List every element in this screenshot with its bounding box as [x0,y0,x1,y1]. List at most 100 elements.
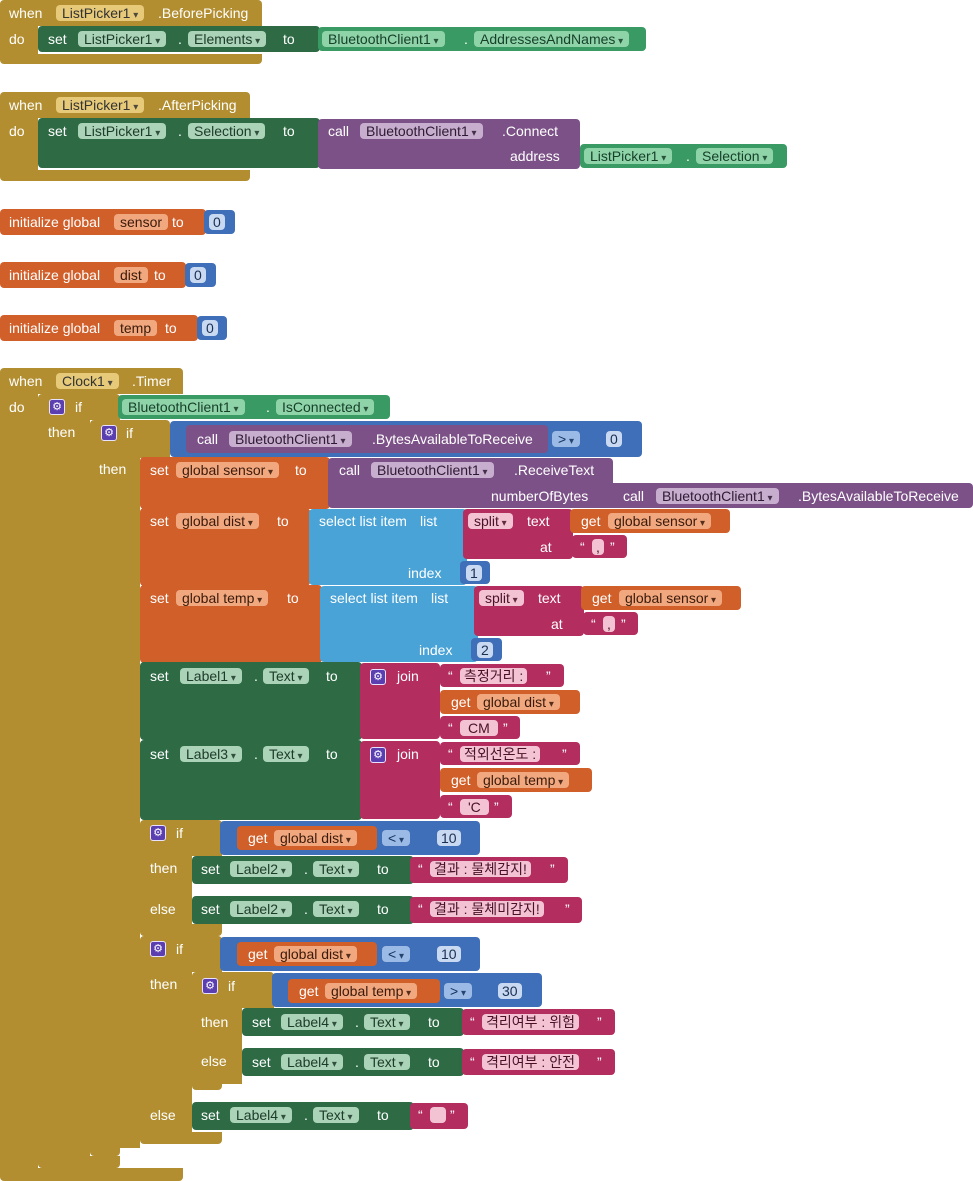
compare-operator-dropdown[interactable]: > [444,983,472,999]
set-property-block[interactable] [192,856,414,884]
gear-icon[interactable]: ⚙ [150,825,166,841]
set-property-block[interactable] [140,740,362,820]
set-property-dropdown[interactable]: Text [364,1014,410,1030]
to-keyword: to [172,214,184,230]
compare-operator-dropdown[interactable]: > [552,431,580,447]
set-property-block[interactable] [242,1048,464,1076]
set-component-dropdown[interactable]: ListPicker1 [78,123,167,139]
do-keyword: do [9,31,25,47]
if-keyword: if [75,399,82,415]
join-keyword: join [397,746,419,762]
method-name: .BytesAvailableToReceive [372,431,533,447]
split-operation-dropdown[interactable]: split [468,513,513,529]
number-value[interactable]: 30 [498,983,522,999]
global-name-field[interactable]: dist [114,267,148,283]
number-value[interactable]: 10 [437,830,461,846]
to-keyword: to [326,668,338,684]
variable-dropdown[interactable]: global sensor [619,590,723,606]
gear-icon[interactable]: ⚙ [49,399,65,415]
component-dropdown[interactable]: Clock1 [56,373,119,389]
dot: . [355,1054,359,1070]
arg-component-dropdown[interactable]: ListPicker1 [584,148,673,164]
number-value[interactable]: 2 [477,642,493,658]
value-property-dropdown[interactable]: AddressesAndNames [474,31,630,47]
variable-dropdown[interactable]: global sensor [608,513,712,529]
number-value[interactable]: 0 [606,431,622,447]
set-property-dropdown[interactable]: Text [313,861,359,877]
set-component-dropdown[interactable]: Label4 [230,1107,292,1123]
set-property-dropdown[interactable]: Elements [188,31,267,47]
set-property-block[interactable] [242,1008,464,1036]
set-component-dropdown[interactable]: ListPicker1 [78,31,167,47]
text-value[interactable]: 'C [460,799,489,815]
text-value[interactable]: 측정거리 : [460,668,528,684]
variable-dropdown[interactable]: global temp [176,590,269,606]
set-component-dropdown[interactable]: Label4 [281,1014,343,1030]
dot: . [304,861,308,877]
split-operation-dropdown[interactable]: split [479,590,524,606]
call-component-dropdown[interactable]: BluetoothClient1 [229,431,352,447]
number-value[interactable]: 0 [190,267,206,283]
gear-icon[interactable]: ⚙ [202,978,218,994]
variable-dropdown[interactable]: global temp [325,983,418,999]
variable-dropdown[interactable]: global dist [176,513,259,529]
set-property-block[interactable] [192,1102,414,1130]
set-property-dropdown[interactable]: Selection [188,123,266,139]
set-property-dropdown[interactable]: Text [263,746,309,762]
variable-dropdown[interactable]: global dist [274,946,357,962]
variable-dropdown[interactable]: global temp [477,772,570,788]
event-body-left [0,394,38,1170]
set-component-dropdown[interactable]: Label4 [281,1054,343,1070]
number-value[interactable]: 0 [202,320,218,336]
compare-operator-dropdown[interactable]: < [382,830,410,846]
number-value[interactable]: 0 [209,214,225,230]
close-quote: ” [565,901,570,917]
variable-dropdown[interactable]: global sensor [176,462,280,478]
gear-icon[interactable]: ⚙ [370,747,386,763]
text-value[interactable]: 결과 : 물체감지! [430,861,531,877]
arg-property-dropdown[interactable]: Selection [696,148,774,164]
global-name-field[interactable]: temp [114,320,158,336]
text-value[interactable]: 결과 : 물체미감지! [430,901,544,917]
close-quote: ” [494,799,499,815]
set-component-dropdown[interactable]: Label2 [230,901,292,917]
gear-icon[interactable]: ⚙ [150,941,166,957]
variable-dropdown[interactable]: global dist [274,830,357,846]
open-quote: “ [418,861,423,877]
set-component-dropdown[interactable]: Label1 [180,668,242,684]
text-value[interactable]: , [603,616,615,632]
text-value[interactable]: CM [460,720,498,736]
set-property-block[interactable] [192,896,414,924]
text-value[interactable] [430,1107,446,1123]
number-value[interactable]: 10 [437,946,461,962]
call-component-dropdown[interactable]: BluetoothClient1 [656,488,779,504]
set-property-dropdown[interactable]: Text [364,1054,410,1070]
component-dropdown[interactable]: ListPicker1 [56,5,145,21]
value-component-dropdown[interactable]: BluetoothClient1 [322,31,445,47]
if-keyword: if [176,941,183,957]
text-value[interactable]: , [592,539,604,555]
text-value[interactable]: 격리여부 : 위험 [482,1014,579,1030]
if-component-dropdown[interactable]: BluetoothClient1 [122,399,245,415]
gear-icon[interactable]: ⚙ [370,669,386,685]
if-property-dropdown[interactable]: IsConnected [276,399,375,415]
set-property-dropdown[interactable]: Text [313,901,359,917]
select-list-item-block[interactable] [320,586,478,662]
set-component-dropdown[interactable]: Label2 [230,861,292,877]
text-value[interactable]: 적외선온도 : [460,746,541,762]
select-list-item-block[interactable] [309,509,467,585]
variable-dropdown[interactable]: global dist [477,694,560,710]
call-component-dropdown[interactable]: BluetoothClient1 [360,123,483,139]
global-name-field[interactable]: sensor [114,214,169,230]
compare-operator-dropdown[interactable]: < [382,946,410,962]
set-property-dropdown[interactable]: Text [263,668,309,684]
call-component-dropdown[interactable]: BluetoothClient1 [371,462,494,478]
set-property-block[interactable] [140,662,362,740]
set-property-dropdown[interactable]: Text [313,1107,359,1123]
if-keyword: if [228,978,235,994]
text-value[interactable]: 격리여부 : 안전 [482,1054,579,1070]
component-dropdown[interactable]: ListPicker1 [56,97,145,113]
number-value[interactable]: 1 [466,565,482,581]
set-component-dropdown[interactable]: Label3 [180,746,242,762]
gear-icon[interactable]: ⚙ [101,425,117,441]
